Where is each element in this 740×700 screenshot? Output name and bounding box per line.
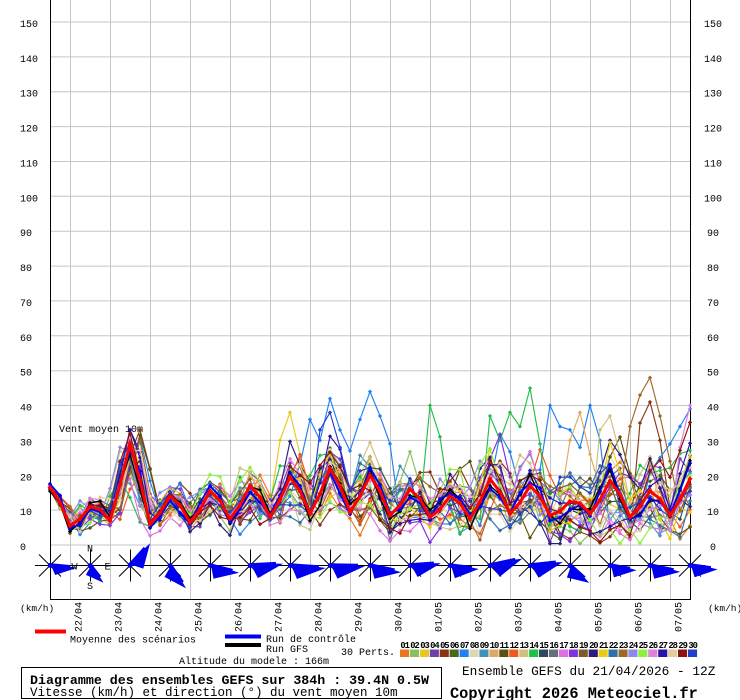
svg-text:0: 0 xyxy=(710,543,716,554)
svg-text:27/04: 27/04 xyxy=(274,602,286,632)
svg-text:100: 100 xyxy=(20,194,38,205)
svg-text:S: S xyxy=(87,582,93,593)
svg-text:20: 20 xyxy=(589,641,598,651)
svg-text:24/04: 24/04 xyxy=(154,602,166,632)
svg-text:150: 150 xyxy=(704,20,722,31)
svg-text:20: 20 xyxy=(707,473,719,484)
svg-text:140: 140 xyxy=(20,55,38,66)
svg-text:Copyright 2026 Meteociel.fr: Copyright 2026 Meteociel.fr xyxy=(450,685,698,700)
svg-text:110: 110 xyxy=(20,160,38,171)
svg-text:110: 110 xyxy=(704,160,722,171)
svg-text:50: 50 xyxy=(20,369,32,380)
svg-text:30: 30 xyxy=(20,438,32,449)
svg-text:90: 90 xyxy=(20,229,32,240)
svg-text:27: 27 xyxy=(659,641,668,651)
svg-text:40: 40 xyxy=(20,404,32,415)
svg-text:16: 16 xyxy=(549,641,558,651)
svg-text:19: 19 xyxy=(579,641,588,651)
svg-text:25/04: 25/04 xyxy=(194,602,206,632)
svg-text:Run de contrôle: Run de contrôle xyxy=(266,634,356,646)
svg-text:60: 60 xyxy=(707,334,719,345)
svg-text:02/05: 02/05 xyxy=(474,602,486,632)
svg-text:08: 08 xyxy=(470,641,479,651)
svg-text:30 Perts.: 30 Perts. xyxy=(341,648,395,659)
svg-text:21: 21 xyxy=(599,641,608,651)
svg-text:100: 100 xyxy=(704,194,722,205)
svg-text:07: 07 xyxy=(460,641,469,651)
svg-text:Vitesse (km/h) et direction (°: Vitesse (km/h) et direction (°) du vent … xyxy=(30,686,398,700)
svg-text:70: 70 xyxy=(707,299,719,310)
svg-text:0: 0 xyxy=(20,543,26,554)
svg-text:50: 50 xyxy=(707,369,719,380)
svg-text:03: 03 xyxy=(420,641,429,651)
svg-text:01/05: 01/05 xyxy=(434,602,446,632)
svg-text:(km/h): (km/h) xyxy=(20,603,54,614)
svg-text:09: 09 xyxy=(480,641,489,651)
svg-text:26: 26 xyxy=(649,641,658,651)
svg-text:11: 11 xyxy=(500,641,509,651)
svg-text:90: 90 xyxy=(707,229,719,240)
svg-text:140: 140 xyxy=(704,55,722,66)
svg-text:18: 18 xyxy=(569,641,578,651)
svg-text:07/05: 07/05 xyxy=(674,602,686,632)
svg-text:10: 10 xyxy=(707,508,719,519)
svg-text:04/05: 04/05 xyxy=(554,602,566,632)
svg-text:29: 29 xyxy=(678,641,687,651)
svg-text:29/04: 29/04 xyxy=(354,602,366,632)
svg-text:01: 01 xyxy=(400,641,409,651)
svg-text:24: 24 xyxy=(629,641,639,651)
svg-text:05/05: 05/05 xyxy=(594,602,606,632)
svg-text:06: 06 xyxy=(450,641,459,651)
svg-text:04: 04 xyxy=(430,641,440,651)
svg-text:E: E xyxy=(105,563,111,574)
svg-text:Altitude du modele : 166m: Altitude du modele : 166m xyxy=(179,656,329,668)
svg-text:Vent moyen 10m: Vent moyen 10m xyxy=(59,425,143,436)
svg-text:130: 130 xyxy=(704,90,722,101)
svg-text:05: 05 xyxy=(440,641,449,651)
svg-text:13: 13 xyxy=(520,641,529,651)
svg-text:14: 14 xyxy=(529,641,539,651)
svg-text:30/04: 30/04 xyxy=(394,602,406,632)
svg-text:40: 40 xyxy=(707,404,719,415)
svg-text:17: 17 xyxy=(559,641,568,651)
svg-text:120: 120 xyxy=(704,125,722,136)
svg-text:03/05: 03/05 xyxy=(514,602,526,632)
svg-text:06/05: 06/05 xyxy=(634,602,646,632)
svg-text:120: 120 xyxy=(20,125,38,136)
svg-text:Run GFS: Run GFS xyxy=(266,645,308,656)
svg-text:28/04: 28/04 xyxy=(314,602,326,632)
svg-text:26/04: 26/04 xyxy=(234,602,246,632)
svg-text:10: 10 xyxy=(490,641,499,651)
svg-text:22: 22 xyxy=(609,641,618,651)
svg-text:02: 02 xyxy=(410,641,419,651)
svg-text:60: 60 xyxy=(20,334,32,345)
svg-text:(km/h): (km/h) xyxy=(708,603,740,614)
svg-text:80: 80 xyxy=(20,264,32,275)
svg-text:10: 10 xyxy=(20,508,32,519)
svg-text:22/04: 22/04 xyxy=(74,602,86,632)
svg-text:80: 80 xyxy=(707,264,719,275)
svg-text:20: 20 xyxy=(20,473,32,484)
svg-text:12: 12 xyxy=(510,641,519,651)
svg-text:25: 25 xyxy=(639,641,648,651)
svg-text:Ensemble GEFS du 21/04/2026 -: Ensemble GEFS du 21/04/2026 - 12Z xyxy=(462,664,716,679)
svg-text:N: N xyxy=(87,545,93,556)
svg-text:Diagramme des ensembles GEFS s: Diagramme des ensembles GEFS sur 384h : … xyxy=(30,673,429,688)
svg-text:Moyenne des scénarios: Moyenne des scénarios xyxy=(70,635,196,647)
svg-text:23: 23 xyxy=(619,641,628,651)
svg-text:70: 70 xyxy=(20,299,32,310)
svg-text:30: 30 xyxy=(688,641,697,651)
svg-text:130: 130 xyxy=(20,90,38,101)
svg-text:23/04: 23/04 xyxy=(114,602,126,632)
svg-text:30: 30 xyxy=(707,438,719,449)
svg-text:28: 28 xyxy=(668,641,677,651)
svg-text:150: 150 xyxy=(20,20,38,31)
svg-text:15: 15 xyxy=(539,641,548,651)
svg-text:W: W xyxy=(72,563,78,574)
